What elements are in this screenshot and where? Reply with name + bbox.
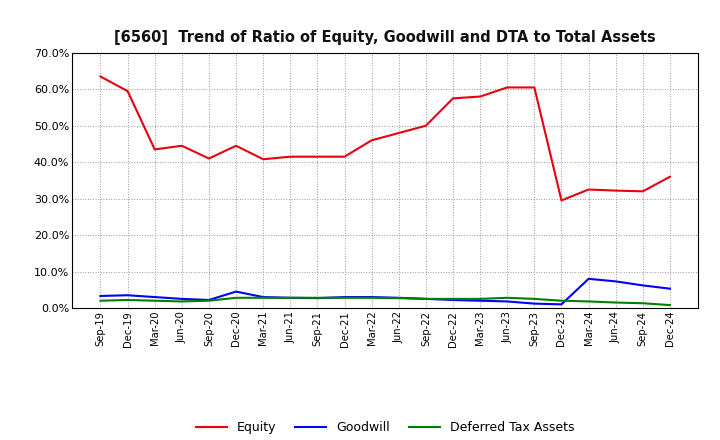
Equity [530,85,539,90]
Goodwill [639,283,647,288]
Goodwill [204,297,213,303]
Line: Equity: Equity [101,77,670,201]
Deferred Tax Assets [367,295,376,301]
Goodwill [395,295,403,301]
Equity [584,187,593,192]
Legend: Equity, Goodwill, Deferred Tax Assets: Equity, Goodwill, Deferred Tax Assets [196,422,575,434]
Equity [421,123,430,128]
Deferred Tax Assets [421,296,430,301]
Equity [150,147,159,152]
Equity [611,188,620,193]
Deferred Tax Assets [665,302,674,308]
Equity [341,154,349,159]
Goodwill [96,293,105,299]
Deferred Tax Assets [341,295,349,301]
Deferred Tax Assets [313,295,322,301]
Deferred Tax Assets [639,301,647,306]
Goodwill [123,293,132,298]
Equity [639,189,647,194]
Deferred Tax Assets [286,295,294,301]
Equity [503,85,511,90]
Goodwill [665,286,674,291]
Deferred Tax Assets [530,296,539,301]
Deferred Tax Assets [449,296,457,301]
Goodwill [611,279,620,284]
Equity [123,88,132,94]
Equity [449,96,457,101]
Equity [476,94,485,99]
Goodwill [476,298,485,303]
Equity [313,154,322,159]
Goodwill [232,289,240,294]
Deferred Tax Assets [259,295,268,301]
Goodwill [449,297,457,303]
Goodwill [178,296,186,301]
Deferred Tax Assets [178,299,186,304]
Deferred Tax Assets [232,295,240,301]
Goodwill [150,294,159,300]
Equity [395,130,403,136]
Deferred Tax Assets [584,299,593,304]
Deferred Tax Assets [150,298,159,303]
Equity [367,138,376,143]
Line: Goodwill: Goodwill [101,279,670,304]
Goodwill [367,294,376,300]
Goodwill [341,294,349,300]
Title: [6560]  Trend of Ratio of Equity, Goodwill and DTA to Total Assets: [6560] Trend of Ratio of Equity, Goodwil… [114,29,656,45]
Goodwill [313,296,322,301]
Equity [204,156,213,161]
Deferred Tax Assets [395,296,403,301]
Goodwill [503,299,511,304]
Goodwill [557,302,566,307]
Equity [232,143,240,148]
Deferred Tax Assets [476,296,485,301]
Equity [178,143,186,148]
Deferred Tax Assets [123,297,132,303]
Goodwill [286,295,294,301]
Deferred Tax Assets [611,300,620,305]
Goodwill [530,301,539,306]
Deferred Tax Assets [204,298,213,303]
Line: Deferred Tax Assets: Deferred Tax Assets [101,298,670,305]
Goodwill [259,294,268,300]
Equity [665,174,674,180]
Equity [259,157,268,162]
Goodwill [584,276,593,282]
Equity [557,198,566,203]
Goodwill [421,296,430,301]
Equity [96,74,105,79]
Deferred Tax Assets [503,295,511,301]
Deferred Tax Assets [96,298,105,303]
Equity [286,154,294,159]
Deferred Tax Assets [557,298,566,303]
